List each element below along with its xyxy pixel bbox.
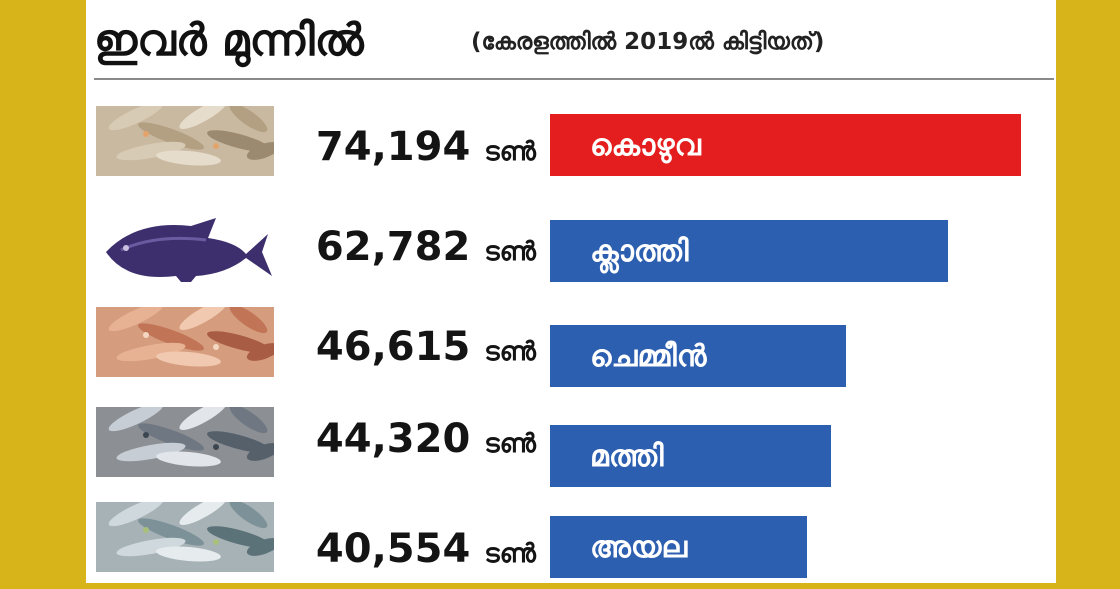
sardine-photo bbox=[96, 407, 274, 477]
value-number: 62,782 bbox=[315, 224, 471, 270]
bar: കൊഴുവ bbox=[550, 114, 1021, 176]
bar-category-label: മത്തി bbox=[590, 438, 664, 474]
page-title: ഇവർ മുന്നിൽ bbox=[94, 15, 364, 66]
bar-category-label: ചെമ്മീൻ bbox=[590, 338, 707, 374]
bar: ചെമ്മീൻ bbox=[550, 325, 846, 387]
page-subtitle: (കേരളത്തിൽ 2019ൽ കിട്ടിയത്) bbox=[471, 29, 825, 55]
bar-row: 46,615 ടൺ ചെമ്മീൻ bbox=[86, 307, 1056, 387]
bar-row: 40,554 ടൺ അയല bbox=[86, 502, 1056, 582]
value-label: 46,615 ടൺ bbox=[286, 312, 536, 387]
value-number: 74,194 bbox=[315, 124, 471, 170]
value-unit: ടൺ bbox=[484, 237, 536, 267]
bar-category-label: കൊഴുവ bbox=[590, 127, 701, 163]
bar: മത്തി bbox=[550, 425, 831, 487]
bar-category-label: അയല bbox=[590, 529, 688, 565]
bar-row: 44,320 ടൺ മത്തി bbox=[86, 407, 1056, 487]
value-unit: ടൺ bbox=[484, 337, 536, 367]
value-unit: ടൺ bbox=[484, 137, 536, 167]
triggerfish-photo bbox=[106, 218, 272, 282]
bar: അയല bbox=[550, 516, 807, 578]
bar-row: 62,782 ടൺ ക്ലാത്തി bbox=[86, 212, 1056, 292]
value-label: 40,554 ടൺ bbox=[286, 514, 536, 589]
value-label: 74,194 ടൺ bbox=[286, 112, 536, 187]
value-number: 40,554 bbox=[315, 526, 471, 572]
title-divider bbox=[94, 78, 1054, 80]
prawn-photo bbox=[96, 307, 274, 377]
bar-row: 74,194 ടൺ കൊഴുവ bbox=[86, 106, 1056, 186]
mackerel-photo bbox=[96, 502, 274, 572]
value-number: 44,320 bbox=[315, 416, 471, 462]
value-label: 62,782 ടൺ bbox=[286, 212, 536, 287]
value-unit: ടൺ bbox=[484, 429, 536, 459]
value-number: 46,615 bbox=[315, 324, 471, 370]
anchovy-photo bbox=[96, 106, 274, 176]
chart-panel: ഇവർ മുന്നിൽ (കേരളത്തിൽ 2019ൽ കിട്ടിയത്) … bbox=[86, 0, 1056, 583]
value-label: 44,320 ടൺ bbox=[286, 404, 536, 479]
bar: ക്ലാത്തി bbox=[550, 220, 948, 282]
value-unit: ടൺ bbox=[484, 539, 536, 569]
bar-category-label: ക്ലാത്തി bbox=[590, 233, 689, 269]
